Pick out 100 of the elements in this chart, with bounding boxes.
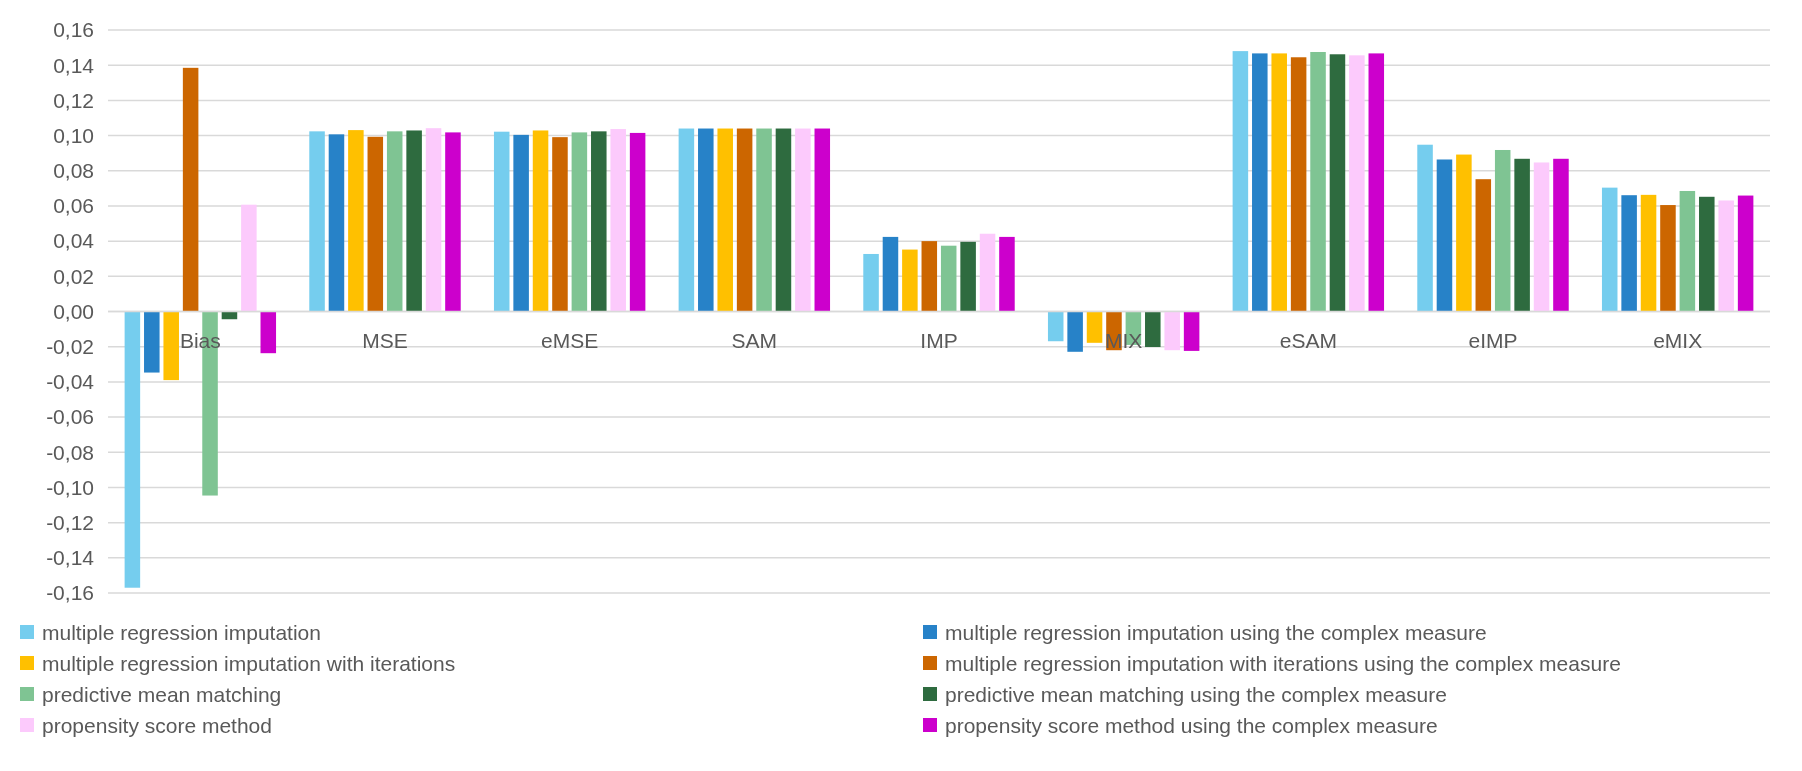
- bar: [1718, 200, 1734, 312]
- legend-label: predictive mean matching: [42, 683, 282, 707]
- bar: [1047, 311, 1064, 342]
- bar: [610, 129, 626, 312]
- bar: [1164, 311, 1180, 351]
- bar: [1232, 51, 1249, 312]
- bar: [124, 311, 141, 588]
- bar: [328, 134, 345, 312]
- y-tick-label: 0,08: [53, 159, 94, 183]
- y-tick-label: 0,10: [53, 123, 94, 147]
- bar: [309, 131, 325, 312]
- bar: [1436, 159, 1453, 312]
- y-tick-label: -0,08: [46, 440, 94, 464]
- bar: [571, 132, 588, 312]
- y-tick-label: 0,02: [53, 264, 94, 288]
- bar: [902, 249, 918, 312]
- bar: [1252, 53, 1268, 312]
- x-tick-label: MIX: [1104, 328, 1143, 352]
- bar: [1145, 311, 1161, 348]
- bar: [182, 67, 199, 312]
- bar: [241, 204, 257, 312]
- bar: [406, 130, 422, 312]
- y-tick-label: 0,04: [53, 229, 95, 253]
- y-tick-label: -0,16: [46, 581, 94, 605]
- bar: [795, 128, 811, 312]
- bar: [1737, 195, 1754, 312]
- bar: [1067, 311, 1083, 352]
- legend-label: multiple regression imputation: [42, 621, 321, 645]
- bar: [1494, 149, 1511, 312]
- bar: [1329, 54, 1346, 312]
- x-tick-label: eMIX: [1653, 328, 1703, 352]
- bar: [367, 136, 384, 312]
- y-tick-label: 0,00: [53, 299, 94, 323]
- bar: [591, 131, 607, 312]
- y-tick-label: -0,02: [46, 335, 94, 359]
- legend-label: propensity score method: [42, 714, 272, 738]
- y-tick-label: 0,16: [53, 18, 94, 42]
- bar: [999, 236, 1015, 312]
- y-tick-label: -0,12: [46, 510, 94, 534]
- x-tick-label: IMP: [920, 328, 958, 352]
- y-tick-label: -0,14: [46, 546, 95, 570]
- y-tick-label: 0,14: [53, 53, 95, 77]
- y-tick-label: -0,06: [46, 405, 94, 429]
- legend-label: propensity score method using the complex measure: [945, 714, 1438, 738]
- bar: [678, 128, 695, 312]
- y-tick-label: 0,06: [53, 194, 94, 218]
- bar: [1621, 195, 1637, 312]
- bar: [1368, 53, 1385, 312]
- bar: [756, 128, 772, 312]
- y-tick-label: -0,10: [46, 475, 94, 499]
- bar: [940, 245, 957, 312]
- x-tick-label: eIMP: [1468, 328, 1518, 352]
- bar: [629, 132, 646, 312]
- bar: [348, 130, 364, 312]
- x-tick-label: SAM: [731, 328, 778, 352]
- bar: [1086, 311, 1103, 343]
- bar: [1514, 158, 1530, 312]
- bar: [960, 241, 976, 312]
- y-tick-label: 0,12: [53, 88, 94, 112]
- legend-label: multiple regression imputation with iterations: [42, 652, 456, 676]
- x-tick-label: eMSE: [541, 328, 599, 352]
- bar: [532, 130, 549, 312]
- bar: [736, 128, 753, 312]
- y-tick-label: -0,04: [46, 370, 95, 394]
- bar: [1660, 205, 1676, 312]
- bar: [698, 128, 714, 312]
- bar: [386, 131, 403, 312]
- bar: [1290, 57, 1307, 312]
- bar: [1183, 311, 1200, 351]
- bar: [1349, 55, 1365, 312]
- bar: [775, 128, 792, 312]
- bar: [260, 311, 277, 354]
- bar: [1417, 144, 1433, 312]
- bar: [144, 311, 160, 373]
- bar: [163, 311, 179, 381]
- bar: [814, 128, 831, 312]
- bar: [513, 134, 529, 312]
- bar: [1699, 196, 1715, 312]
- bar: [493, 131, 510, 312]
- bar: [1679, 190, 1696, 312]
- bar: [445, 132, 461, 312]
- legend-label: multiple regression imputation using the complex measure: [945, 621, 1487, 645]
- bar: [552, 137, 568, 312]
- bar: [1553, 158, 1569, 312]
- bar: [1533, 162, 1550, 312]
- x-tick-label: eSAM: [1279, 328, 1337, 352]
- bar: [1475, 179, 1492, 312]
- bar: [1640, 194, 1657, 312]
- bar: [882, 236, 899, 312]
- bar: [1456, 154, 1472, 312]
- bar: [1601, 187, 1618, 312]
- x-tick-label: MSE: [362, 328, 408, 352]
- bar: [717, 128, 733, 312]
- legend-label: predictive mean matching using the complex measure: [945, 683, 1447, 707]
- bar: [425, 128, 442, 312]
- bar: [979, 233, 996, 312]
- bar: [921, 241, 938, 312]
- bar: [863, 253, 879, 312]
- bar: [1310, 51, 1326, 312]
- legend-label: multiple regression imputation with iterations using the complex measure: [945, 652, 1621, 676]
